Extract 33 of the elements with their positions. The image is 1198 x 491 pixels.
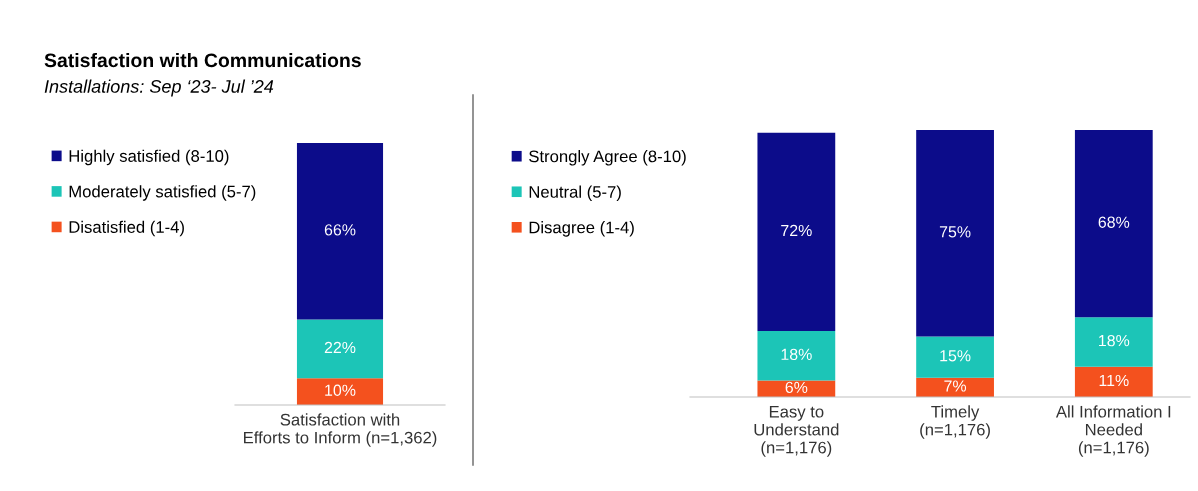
bar: [1074, 130, 1153, 318]
x-tick-label: All Information I Needed (n=1,176): [1055, 405, 1171, 457]
legend-label: Neutral (5-7): [529, 185, 621, 202]
chart-subtitle: Installations: Sep ‘23- Jul ’24: [44, 79, 274, 97]
data-label: 10%: [325, 384, 356, 396]
bar: [916, 130, 994, 337]
legend-label: Disatisfied (1-4): [69, 220, 184, 237]
chart-title: Satisfaction with Communications: [44, 52, 361, 68]
data-label: 11%: [1099, 374, 1129, 387]
data-label: 18%: [781, 348, 812, 360]
data-label: 72%: [781, 224, 812, 237]
bar: [1074, 366, 1153, 397]
legend-label: Moderately satisfied (5-7): [69, 185, 256, 201]
bar: [757, 330, 836, 381]
x-tick-label: Timely (n=1,176): [920, 405, 990, 439]
data-label: 15%: [940, 350, 971, 362]
data-label: 6%: [785, 381, 808, 394]
data-label: 22%: [324, 341, 356, 354]
x-tick-label: Satisfaction with Efforts to Inform (n=1,362): [244, 413, 437, 447]
x-tick-label: Easy to Understand (n=1,176): [754, 405, 839, 457]
data-label: 66%: [324, 224, 356, 236]
legend-label: Highly satisfied (8-10): [69, 149, 229, 166]
legend-label: Disagree (1-4): [529, 221, 634, 237]
bar: [916, 336, 994, 378]
data-label: 75%: [939, 226, 971, 238]
legend-label: Strongly Agree (8-10): [529, 150, 686, 166]
bar: [1074, 317, 1153, 367]
bar: [757, 380, 836, 397]
data-label: 68%: [1098, 216, 1130, 228]
bar: [757, 132, 836, 331]
data-label: 18%: [1099, 334, 1130, 347]
bar: [916, 377, 994, 397]
data-label: 7%: [944, 380, 967, 392]
